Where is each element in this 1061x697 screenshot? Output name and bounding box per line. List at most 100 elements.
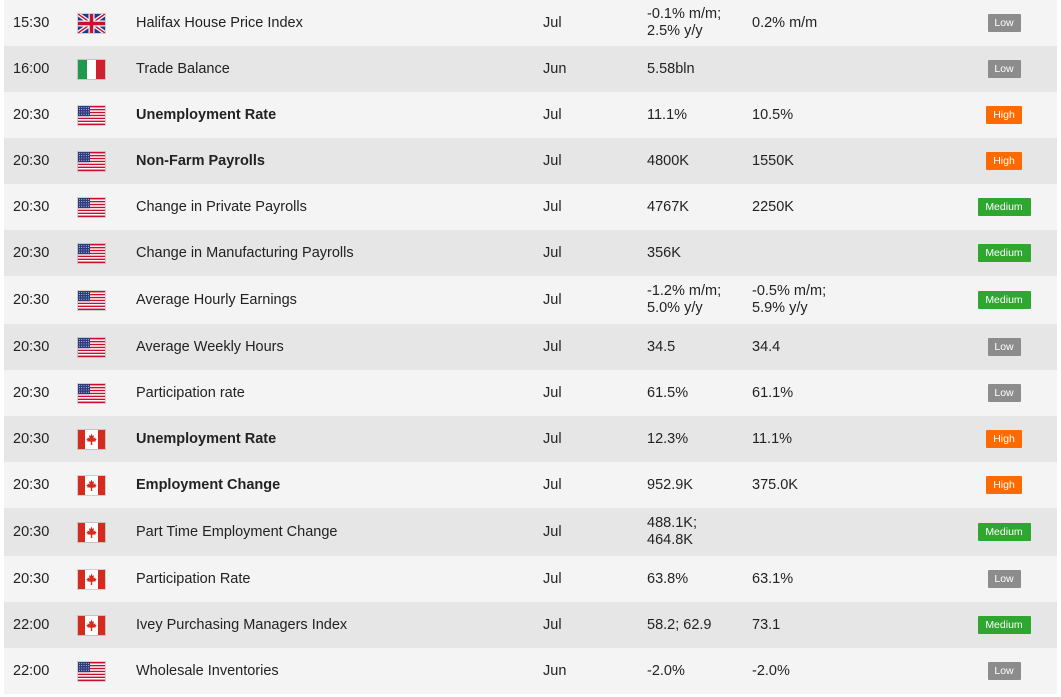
country-flag	[78, 184, 108, 230]
actual-line: 63.8%	[647, 570, 689, 587]
actual-line: -2.0%	[647, 662, 685, 679]
importance-cell: Medium	[964, 508, 1044, 556]
event-period: Jul	[543, 291, 562, 308]
actual-line: 11.1%	[647, 106, 688, 123]
canada-flag-icon	[78, 522, 105, 542]
table-row[interactable]: 15:30 Halifax House Price Index Jul -0.1% m…	[4, 0, 1057, 46]
forecast-line: 63.1%	[752, 570, 794, 587]
event-time: 16:00	[13, 60, 50, 77]
event-time: 20:30	[13, 338, 50, 355]
event-time: 20:30	[13, 198, 50, 215]
event-name: Non-Farm Payrolls	[136, 152, 265, 169]
forecast-line: 0.2% m/m	[752, 14, 818, 31]
importance-cell: Low	[964, 46, 1044, 92]
table-row[interactable]: 20:30 Non-Farm Payrolls Jul 4800K 1550K High	[4, 138, 1057, 184]
forecast-value: 73.1	[752, 602, 872, 648]
importance-badge: Medium	[977, 616, 1031, 634]
canada-flag-icon	[78, 569, 105, 589]
importance-badge: Low	[987, 60, 1021, 78]
event-time: 20:30	[13, 570, 50, 587]
importance-cell: Medium	[964, 602, 1044, 648]
importance-badge: Low	[987, 338, 1021, 356]
importance-badge: High	[986, 476, 1022, 494]
us-flag-icon	[78, 197, 105, 217]
importance-cell: High	[964, 462, 1044, 508]
event-name: Trade Balance	[136, 60, 230, 77]
event-name: Average Weekly Hours	[136, 338, 284, 355]
table-row[interactable]: 20:30 Participation Rate Jul 63.8% 63.1% Low	[4, 556, 1057, 602]
actual-line: 4800K	[647, 152, 689, 169]
forecast-value: 63.1%	[752, 556, 872, 602]
country-flag	[78, 46, 108, 92]
country-flag	[78, 508, 108, 556]
importance-badge: High	[986, 152, 1022, 170]
uk-flag-icon	[78, 13, 105, 33]
table-row[interactable]: 22:00 Ivey Purchasing Managers Index Jul 58…	[4, 602, 1057, 648]
actual-line: 61.5%	[647, 384, 689, 401]
forecast-value: 0.2% m/m	[752, 0, 872, 46]
forecast-line: 11.1%	[752, 430, 793, 447]
actual-value: 4800K	[647, 138, 747, 184]
event-time: 20:30	[13, 430, 50, 447]
actual-line: 464.8K	[647, 532, 693, 548]
table-row[interactable]: 20:30 Unemployment Rate Jul 12.3% 11.1% High	[4, 416, 1057, 462]
importance-badge: Low	[987, 14, 1021, 32]
table-row[interactable]: 20:30 Change in Private Payrolls Jul 4767K 2…	[4, 184, 1057, 230]
event-time: 20:30	[13, 152, 50, 169]
event-period: Jul	[543, 198, 562, 215]
actual-value: 5.58bln	[647, 46, 747, 92]
event-period: Jul	[543, 338, 562, 355]
table-row[interactable]: 20:30 Average Weekly Hours Jul 34.5 34.4 Low	[4, 324, 1057, 370]
table-row[interactable]: 20:30 Participation rate Jul 61.5% 61.1% Low	[4, 370, 1057, 416]
actual-value: 952.9K	[647, 462, 747, 508]
us-flag-icon	[78, 243, 105, 263]
table-row[interactable]: 16:00 Trade Balance Jun 5.58bln Low	[4, 46, 1057, 92]
country-flag	[78, 230, 108, 276]
country-flag	[78, 648, 108, 694]
event-name: Part Time Employment Change	[136, 523, 338, 540]
actual-value: 11.1%	[647, 92, 747, 138]
event-period: Jul	[543, 14, 562, 31]
table-row[interactable]: 20:30 Change in Manufacturing Payrolls Jul…	[4, 230, 1057, 276]
event-time: 22:00	[13, 616, 50, 633]
event-time: 20:30	[13, 476, 50, 493]
importance-cell: Low	[964, 648, 1044, 694]
actual-line: 12.3%	[647, 430, 689, 447]
actual-value: -0.1% m/m; 2.5% y/y	[647, 0, 747, 46]
importance-cell: High	[964, 416, 1044, 462]
actual-line: 5.0% y/y	[647, 300, 703, 316]
importance-cell: High	[964, 92, 1044, 138]
canada-flag-icon	[78, 429, 105, 449]
actual-value: 58.2; 62.9	[647, 602, 747, 648]
actual-line: 2.5% y/y	[647, 23, 703, 39]
table-row[interactable]: 20:30 Employment Change Jul 952.9K 375.0K Hig…	[4, 462, 1057, 508]
country-flag	[78, 602, 108, 648]
importance-cell: Low	[964, 556, 1044, 602]
forecast-value: 375.0K	[752, 462, 872, 508]
us-flag-icon	[78, 105, 105, 125]
event-name: Change in Manufacturing Payrolls	[136, 244, 354, 261]
table-row[interactable]: 22:00 Wholesale Inventories Jun -2.0% -2.0% L…	[4, 648, 1057, 694]
importance-badge: High	[986, 106, 1022, 124]
event-period: Jul	[543, 616, 562, 633]
importance-cell: Medium	[964, 230, 1044, 276]
table-row[interactable]: 20:30 Average Hourly Earnings Jul -1.2% m/m…	[4, 276, 1057, 324]
event-time: 15:30	[13, 14, 50, 31]
actual-line: 952.9K	[647, 476, 693, 493]
table-row[interactable]: 20:30 Part Time Employment Change Jul 488.1…	[4, 508, 1057, 556]
event-name: Halifax House Price Index	[136, 14, 303, 31]
forecast-value: 34.4	[752, 324, 872, 370]
event-period: Jul	[543, 476, 562, 493]
importance-cell: Medium	[964, 276, 1044, 324]
event-period: Jul	[543, 430, 562, 447]
forecast-value: 2250K	[752, 184, 872, 230]
actual-line: 5.58bln	[647, 60, 695, 77]
italy-flag-icon	[78, 59, 105, 79]
forecast-line: -0.5% m/m;	[752, 283, 827, 299]
table-row[interactable]: 20:30 Unemployment Rate Jul 11.1% 10.5% High	[4, 92, 1057, 138]
country-flag	[78, 556, 108, 602]
event-period: Jul	[543, 523, 562, 540]
forecast-value	[752, 508, 872, 556]
importance-cell: Low	[964, 0, 1044, 46]
importance-badge: Low	[987, 662, 1021, 680]
